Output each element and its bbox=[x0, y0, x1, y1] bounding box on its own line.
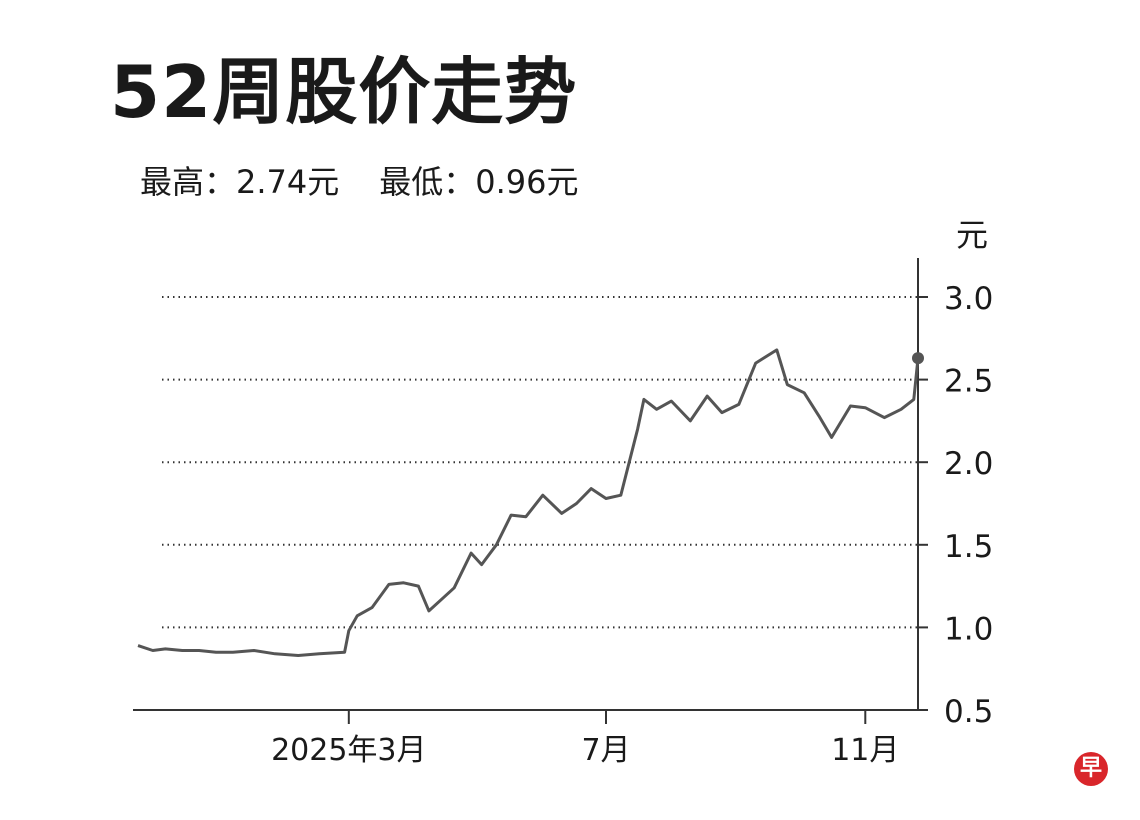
y-tick-label: 1.0 bbox=[944, 611, 993, 647]
y-axis-unit-label: 元 bbox=[956, 216, 988, 254]
chart-title: 52周股价走势 bbox=[110, 50, 578, 134]
x-tick-label: 2025年3月 bbox=[271, 733, 426, 768]
x-tick-label: 11月 bbox=[831, 733, 899, 768]
high-price-label: 最高：2.74元 bbox=[140, 163, 340, 201]
price-range-summary: 最高：2.74元 最低：0.96元 bbox=[140, 166, 579, 198]
y-tick-label: 2.5 bbox=[944, 364, 993, 400]
y-tick-label: 3.0 bbox=[944, 281, 993, 317]
x-tick-label: 7月 bbox=[581, 733, 630, 768]
low-price-label: 最低：0.96元 bbox=[379, 163, 579, 201]
y-tick-label: 0.5 bbox=[944, 694, 993, 730]
y-tick-label: 1.5 bbox=[944, 529, 993, 565]
latest-price-marker bbox=[912, 352, 924, 365]
publisher-logo: 早 bbox=[1074, 752, 1108, 786]
price-series-line bbox=[137, 348, 920, 657]
y-tick-label: 2.0 bbox=[944, 446, 993, 482]
